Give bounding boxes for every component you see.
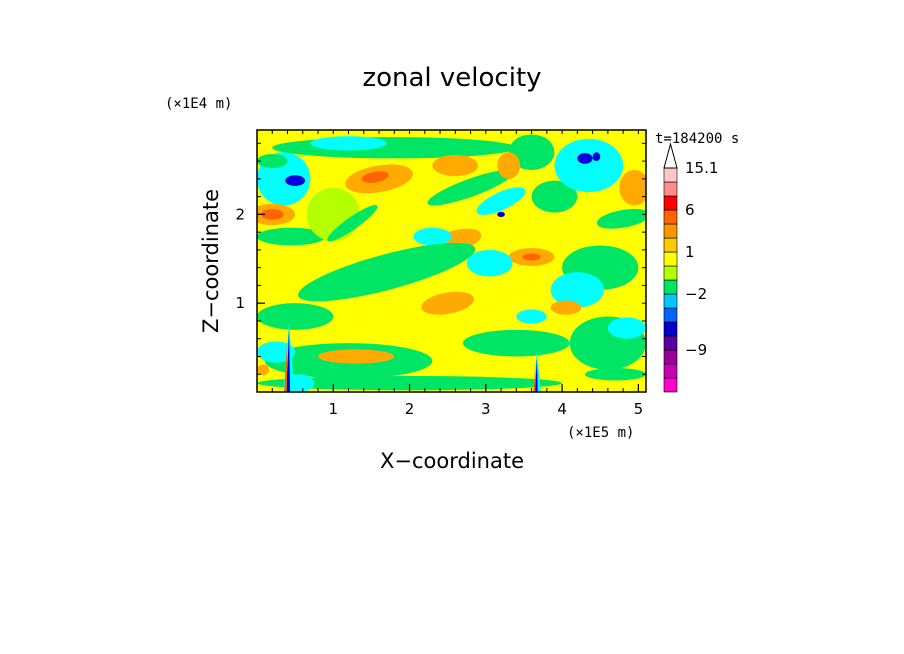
x-tick-label: 1 <box>329 400 339 418</box>
colorbar-segment <box>663 363 678 379</box>
field-contour-31 <box>462 329 570 357</box>
field-contour-19 <box>592 152 601 162</box>
field-contour-6 <box>272 137 517 159</box>
field-contour-18 <box>577 153 593 164</box>
plot-field <box>257 130 646 392</box>
field-contour-32 <box>516 309 547 324</box>
field-contour-21 <box>596 208 646 229</box>
field-contour-37 <box>257 341 296 363</box>
field-contour-30 <box>421 291 475 315</box>
plot-frame <box>256 129 647 393</box>
colorbar-label: −9 <box>685 341 707 359</box>
field-contour-20 <box>619 169 646 206</box>
colorbar-segment <box>663 251 678 267</box>
colorbar-segment <box>663 209 678 225</box>
field-contour-17 <box>554 138 624 193</box>
colorbar-segment <box>663 181 678 197</box>
mountain-wave-core-47 <box>535 358 538 392</box>
mountain-wave-core-46 <box>286 328 291 392</box>
x-ticks: 1 2 3 4 5 <box>271 130 644 418</box>
colorbar-segment <box>663 349 678 365</box>
field-contour-44 <box>584 368 646 381</box>
colorbar: −9 −2 1 6 15.1 <box>663 142 718 393</box>
colorbar-segment <box>663 167 678 183</box>
field-contour-43 <box>327 205 378 242</box>
field-contour-5 <box>257 153 288 169</box>
field-contour-14 <box>508 134 555 170</box>
colorbar-label: 1 <box>685 243 695 261</box>
field-contour-34 <box>607 317 646 339</box>
field-contour-23 <box>550 272 605 308</box>
y-axis-label: Z−coordinate <box>199 189 223 333</box>
colorbar-segment <box>663 279 678 295</box>
field-contour-28 <box>413 227 452 246</box>
x-axis-label: X−coordinate <box>380 449 524 473</box>
field-contour-15 <box>497 152 521 179</box>
field-contour-29 <box>298 242 476 302</box>
colorbar-segment <box>663 223 678 239</box>
chart-title: zonal velocity <box>362 63 541 93</box>
colorbar-label: 6 <box>685 201 695 219</box>
y-ticks: 12 <box>235 142 646 375</box>
field-contour-12 <box>476 187 526 215</box>
colorbar-segment <box>663 293 678 309</box>
colorbar-segment <box>663 265 678 281</box>
x-tick-label: 2 <box>405 400 415 418</box>
field-contour-45 <box>550 300 582 315</box>
field-contour-4 <box>257 227 326 246</box>
field-contour-38 <box>257 303 334 330</box>
x-tick-label: 3 <box>481 400 491 418</box>
colorbar-overflow-arrow <box>663 142 678 169</box>
x-tick-label: 4 <box>557 400 567 418</box>
field-contour-25 <box>522 253 541 261</box>
field-contour-1 <box>285 175 306 186</box>
y-tick-label: 1 <box>235 294 245 312</box>
field-contour-16 <box>531 180 578 213</box>
field-contour-36 <box>318 349 395 364</box>
colorbar-segment <box>663 335 678 351</box>
colorbar-label: −2 <box>685 285 707 303</box>
colorbar-segment <box>663 307 678 323</box>
colorbar-segment <box>663 321 678 337</box>
field-contour-11 <box>427 169 514 206</box>
mountain-wave-red-47 <box>533 372 536 392</box>
y-tick-label: 2 <box>235 205 245 223</box>
time-label: t=184200 s <box>655 131 739 147</box>
field-contour-9 <box>361 171 389 183</box>
y-unit-label: (×1E4 m) <box>165 96 232 112</box>
colorbar-segment <box>663 377 678 393</box>
field-contour-41 <box>257 364 270 376</box>
field-contour-10 <box>432 154 479 177</box>
field-contour-13 <box>497 211 505 218</box>
field-contour-3 <box>260 209 284 220</box>
mountain-wave-red-46 <box>284 342 288 392</box>
field-contour-7 <box>310 136 387 151</box>
colorbar-segment <box>663 195 678 211</box>
field-contour-26 <box>466 249 513 277</box>
x-unit-label: (×1E5 m) <box>567 425 634 441</box>
colorbar-label: 15.1 <box>685 159 718 177</box>
colorbar-segment <box>663 237 678 253</box>
x-tick-label: 5 <box>634 400 644 418</box>
